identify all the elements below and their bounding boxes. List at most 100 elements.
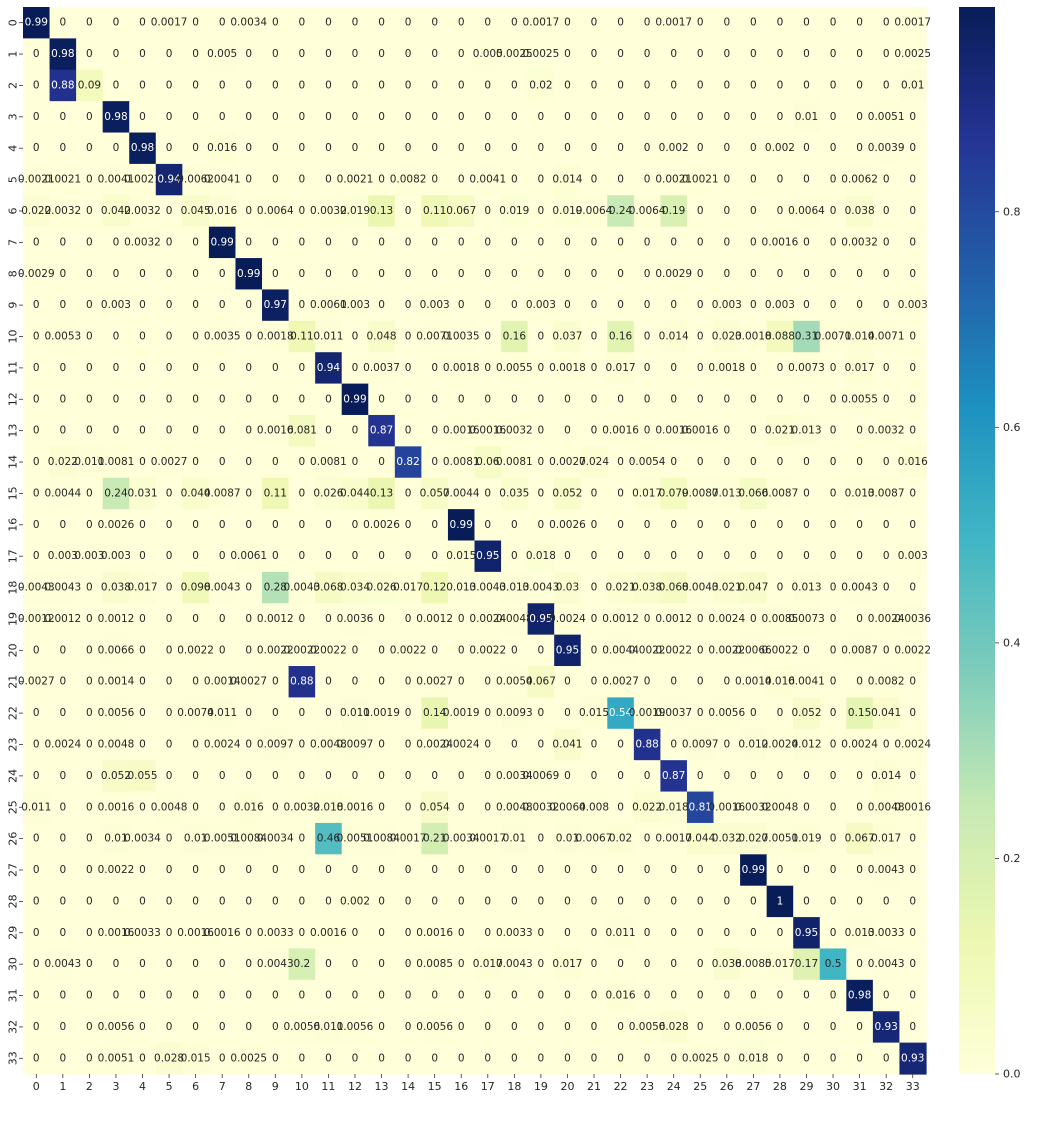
cell-annotation: 0.0066 [98,644,135,656]
cell-annotation: 0 [538,236,545,248]
cell-annotation: 0.041 [871,707,901,719]
cell-annotation: 0 [245,1021,252,1033]
heatmap-cell [607,666,635,699]
cell-annotation: 0 [405,236,412,248]
heatmap-cell [421,728,449,761]
heatmap-cell [686,791,715,824]
cell-annotation: 0 [644,111,651,123]
heatmap-cell [872,666,901,699]
x-tick-label: 15 [428,1080,442,1093]
heatmap-cell [368,101,396,134]
heatmap-cell [793,760,821,793]
heatmap-cell [182,760,210,793]
cell-annotation: 0.95 [476,550,499,562]
cell-annotation: 0 [484,111,491,123]
heatmap-cell [872,132,901,165]
heatmap-cell [899,7,927,39]
heatmap-cell [899,822,927,855]
heatmap-cell [740,7,768,39]
cell-annotation: 0 [883,17,890,29]
cell-annotation: 0 [192,142,199,154]
cell-annotation: 0.0022 [310,644,347,656]
heatmap-cell [474,634,502,667]
cell-annotation: 0 [830,644,837,656]
heatmap-cell [182,446,210,479]
heatmap-cell [76,666,104,699]
cell-annotation: 0 [86,425,93,437]
y-tick-label: 22 [7,706,20,720]
cell-annotation: 0 [33,738,40,750]
cell-annotation: 0 [139,613,146,625]
heatmap-cell [740,289,768,322]
cell-annotation: 0.0043 [496,958,533,970]
heatmap-cell [235,320,263,353]
cell-annotation: 0.0016 [310,927,347,939]
cell-annotation: 0 [219,362,226,374]
cell-annotation: 0 [352,770,359,782]
cell-annotation: 0.052 [101,770,131,782]
cell-annotation: 0 [166,990,173,1002]
cell-annotation: 0 [538,990,545,1002]
cell-annotation: 0 [697,299,704,311]
cell-annotation: 0 [33,550,40,562]
heatmap-cell [474,666,502,699]
cell-annotation: 0 [272,1021,279,1033]
cell-annotation: 0 [166,48,173,60]
cell-annotation: 0 [458,958,465,970]
heatmap-cell [102,603,130,636]
cell-annotation: 0 [245,205,252,217]
cell-annotation: 0 [564,48,571,60]
cell-annotation: 0 [830,174,837,186]
cell-annotation: 0.0061 [230,550,267,562]
cell-annotation: 0 [431,174,438,186]
cell-annotation: 0 [378,613,385,625]
cell-annotation: 0 [431,864,438,876]
cell-annotation: 0 [591,519,598,531]
heatmap-cell [554,540,582,573]
heatmap-cell [208,634,237,667]
heatmap-cell [554,634,582,667]
heatmap-cell [155,7,183,39]
cell-annotation: 0 [352,927,359,939]
cell-annotation: 0.0018 [443,362,480,374]
heatmap-cell [129,666,157,699]
cell-annotation: 0 [697,990,704,1002]
cell-annotation: 0.0033 [124,927,161,939]
heatmap-cell [102,697,130,730]
cell-annotation: 0 [803,17,810,29]
heatmap-cell [315,132,343,165]
heatmap-cell [447,132,476,165]
cell-annotation: 0.87 [662,770,685,782]
cell-annotation: 0 [484,236,491,248]
cell-annotation: 0.0025 [523,48,560,60]
y-tick-label: 5 [7,176,20,183]
cell-annotation: 0 [538,142,545,154]
heatmap-cell [447,258,476,291]
cell-annotation: 0.0043 [44,958,81,970]
cell-annotation: 0.82 [396,456,419,468]
heatmap-cell [713,320,741,353]
heatmap-cell [580,69,608,102]
cell-annotation: 0 [484,299,491,311]
heatmap-cell [686,226,715,259]
cell-annotation: 0 [405,48,412,60]
heatmap-cell [527,69,555,102]
cell-annotation: 0 [777,362,784,374]
cell-annotation: 0 [484,990,491,1002]
heatmap-cell [155,414,183,447]
heatmap-cell [208,791,237,824]
heatmap-cell [713,352,741,385]
heatmap-cell [766,38,794,71]
heatmap-cell [208,195,237,228]
cell-annotation: 0.0016 [762,236,799,248]
cell-annotation: 0.045 [181,205,211,217]
heatmap-cell [155,540,183,573]
cell-annotation: 0.0081 [443,456,480,468]
heatmap-cell [129,603,157,636]
cell-annotation: 0.003 [765,299,795,311]
cell-annotation: 0 [59,111,66,123]
heatmap-cell [713,822,741,855]
heatmap-cell [501,509,529,542]
heatmap-cell [474,822,502,855]
heatmap-cell [262,634,290,667]
